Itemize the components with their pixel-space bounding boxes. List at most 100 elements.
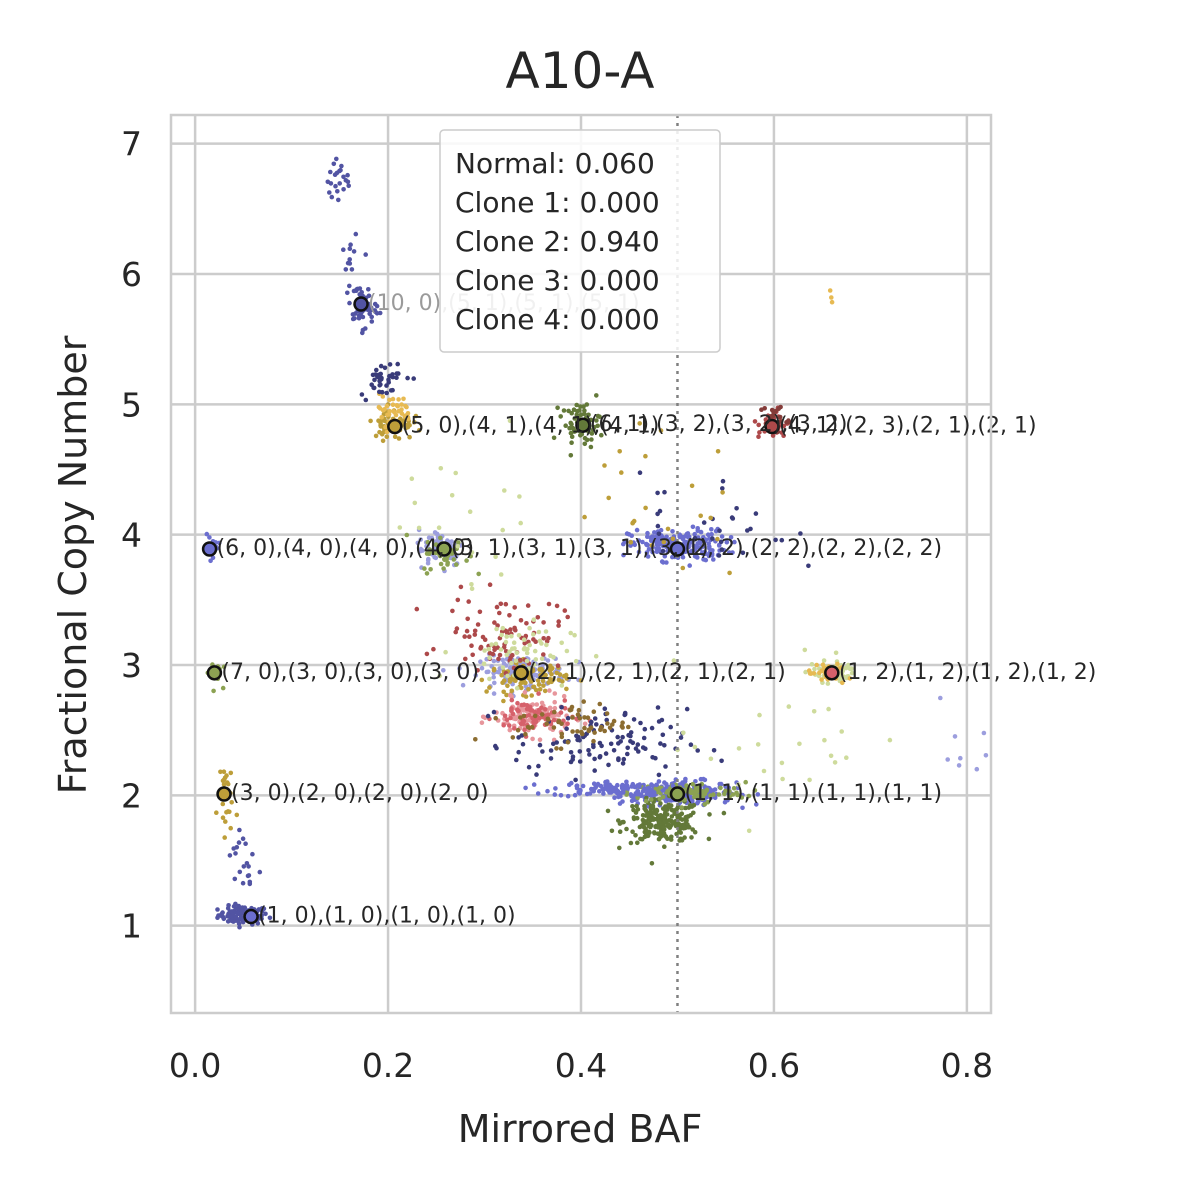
- data-point: [539, 656, 545, 661]
- data-point: [556, 619, 561, 624]
- data-point: [754, 802, 759, 807]
- data-point: [584, 437, 590, 443]
- data-point: [952, 734, 958, 739]
- data-point: [222, 835, 227, 840]
- data-point: [635, 807, 641, 812]
- data-point: [643, 453, 648, 459]
- data-point: [221, 664, 227, 670]
- data-point: [717, 781, 722, 787]
- data-point: [591, 709, 597, 714]
- data-point: [495, 623, 500, 628]
- data-point: [346, 183, 352, 189]
- data-point: [688, 742, 694, 747]
- data-point: [220, 801, 226, 807]
- data-point: [582, 408, 587, 413]
- data-point: [829, 299, 835, 305]
- data-point: [504, 652, 510, 658]
- data-point: [811, 709, 817, 714]
- data-point: [378, 421, 383, 426]
- data-point: [512, 726, 517, 731]
- data-point: [636, 549, 642, 555]
- y-tick-label: 1: [121, 907, 142, 946]
- data-point: [480, 634, 486, 640]
- data-point: [243, 841, 248, 846]
- data-point: [414, 606, 420, 612]
- data-point: [229, 918, 234, 924]
- data-point: [591, 781, 597, 786]
- data-point: [486, 669, 491, 675]
- data-point: [493, 554, 498, 560]
- data-point: [234, 812, 240, 818]
- data-point: [334, 156, 339, 162]
- data-point: [526, 676, 532, 681]
- data-point: [386, 412, 392, 417]
- data-point: [802, 647, 808, 653]
- data-point: [546, 601, 552, 607]
- data-point: [211, 688, 216, 694]
- data-point: [246, 873, 252, 878]
- data-point: [438, 535, 443, 541]
- data-point: [359, 392, 365, 397]
- data-point: [678, 812, 683, 818]
- data-point: [727, 789, 732, 794]
- data-point: [755, 742, 761, 747]
- data-point: [632, 542, 638, 548]
- data-point: [705, 799, 711, 805]
- data-point: [349, 267, 355, 272]
- data-point: [576, 707, 582, 713]
- data-point: [582, 514, 587, 520]
- data-point: [624, 531, 630, 536]
- data-point: [386, 377, 391, 383]
- data-point: [551, 741, 556, 747]
- data-point: [401, 418, 407, 423]
- data-point: [443, 649, 448, 655]
- data-point: [616, 756, 621, 761]
- data-point: [746, 828, 752, 834]
- data-point: [454, 562, 459, 567]
- data-point: [221, 769, 227, 774]
- data-point: [622, 712, 628, 717]
- data-point: [237, 869, 243, 875]
- data-point: [981, 730, 987, 736]
- data-point: [598, 783, 604, 789]
- cluster-label: (2, 2),(2, 2),(2, 2),(2, 2): [684, 536, 942, 561]
- data-point: [225, 781, 231, 787]
- data-point: [555, 663, 561, 668]
- data-point: [214, 810, 219, 815]
- data-point: [662, 815, 668, 820]
- data-point: [564, 648, 570, 654]
- data-point: [641, 735, 647, 741]
- data-point: [568, 453, 574, 458]
- data-point: [768, 414, 773, 419]
- data-point: [516, 735, 521, 740]
- y-tick-label: 2: [121, 776, 142, 815]
- data-point: [445, 560, 451, 565]
- data-point: [687, 563, 692, 568]
- cluster-marker: [353, 296, 369, 312]
- data-point: [544, 721, 549, 727]
- data-point: [698, 513, 703, 519]
- data-point: [650, 755, 655, 760]
- data-point: [845, 662, 851, 668]
- data-point: [656, 531, 662, 537]
- data-point: [716, 553, 722, 558]
- data-point: [226, 913, 232, 919]
- data-point: [682, 835, 687, 840]
- data-point: [526, 706, 531, 712]
- data-point: [624, 826, 629, 832]
- data-point: [513, 678, 518, 683]
- data-point: [578, 433, 583, 438]
- data-point: [568, 750, 574, 755]
- data-point: [685, 785, 691, 790]
- data-point: [787, 420, 792, 425]
- data-point: [247, 881, 253, 887]
- data-point: [476, 571, 482, 577]
- data-point: [938, 695, 943, 701]
- data-point: [537, 742, 543, 748]
- data-point: [403, 413, 409, 418]
- data-point: [547, 664, 553, 669]
- data-point: [501, 689, 507, 695]
- data-point: [657, 796, 663, 802]
- data-point: [715, 536, 720, 542]
- data-point: [601, 787, 606, 793]
